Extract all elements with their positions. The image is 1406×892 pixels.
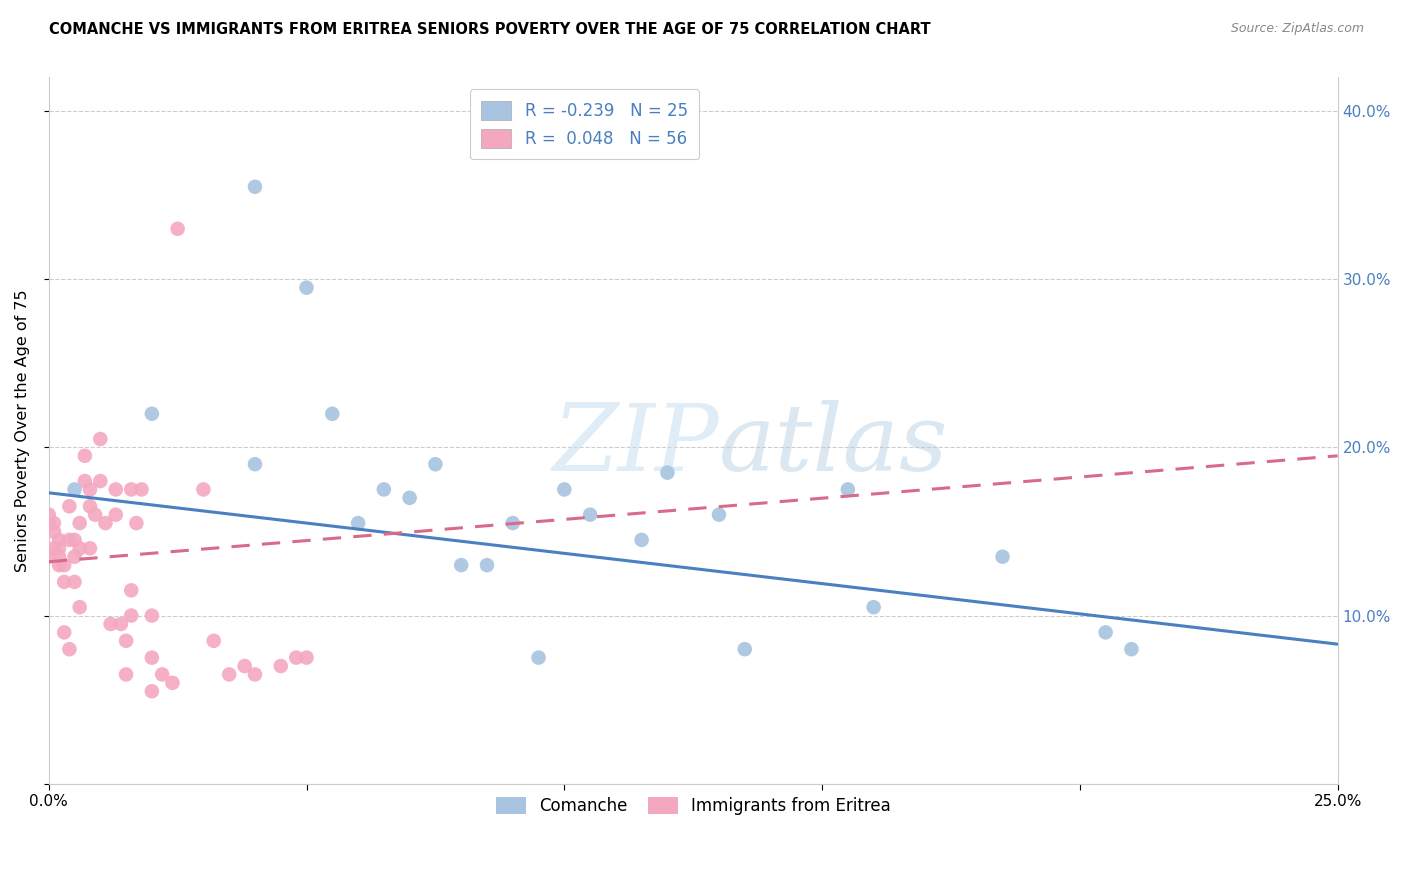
Point — [73, 449, 96, 463]
Point — [89, 432, 111, 446]
Point — [79, 500, 101, 514]
Point — [166, 221, 188, 235]
Point — [475, 558, 498, 573]
Point — [63, 483, 86, 497]
Point — [243, 179, 266, 194]
Point — [42, 541, 65, 556]
Text: ZIP: ZIP — [553, 400, 718, 490]
Point — [707, 508, 730, 522]
Point — [42, 516, 65, 530]
Point — [120, 483, 142, 497]
Legend: Comanche, Immigrants from Eritrea: Comanche, Immigrants from Eritrea — [486, 787, 901, 825]
Point — [104, 483, 127, 497]
Point — [69, 600, 91, 615]
Point — [115, 633, 138, 648]
Point — [527, 650, 550, 665]
Point — [131, 483, 153, 497]
Point — [69, 516, 91, 530]
Point — [48, 533, 70, 547]
Point — [104, 508, 127, 522]
Point — [115, 667, 138, 681]
Point — [193, 483, 215, 497]
Point — [141, 650, 163, 665]
Point — [38, 516, 60, 530]
Point — [630, 533, 652, 547]
Point — [84, 508, 107, 522]
Point — [48, 549, 70, 564]
Point — [73, 474, 96, 488]
Point — [48, 541, 70, 556]
Point — [48, 558, 70, 573]
Point — [120, 608, 142, 623]
Point — [1121, 642, 1143, 657]
Point — [42, 524, 65, 539]
Text: COMANCHE VS IMMIGRANTS FROM ERITREA SENIORS POVERTY OVER THE AGE OF 75 CORRELATI: COMANCHE VS IMMIGRANTS FROM ERITREA SENI… — [49, 22, 931, 37]
Point — [79, 483, 101, 497]
Point — [58, 533, 80, 547]
Point — [398, 491, 420, 505]
Point — [295, 650, 318, 665]
Point — [734, 642, 756, 657]
Point — [991, 549, 1014, 564]
Point — [295, 280, 318, 294]
Point — [89, 474, 111, 488]
Point — [63, 549, 86, 564]
Point — [285, 650, 308, 665]
Point — [120, 583, 142, 598]
Point — [53, 558, 76, 573]
Point — [94, 516, 117, 530]
Point — [38, 549, 60, 564]
Point — [450, 558, 472, 573]
Text: atlas: atlas — [718, 400, 949, 490]
Point — [347, 516, 370, 530]
Point — [373, 483, 395, 497]
Point — [69, 541, 91, 556]
Point — [58, 500, 80, 514]
Point — [53, 574, 76, 589]
Point — [141, 407, 163, 421]
Point — [79, 541, 101, 556]
Point — [579, 508, 602, 522]
Point — [502, 516, 524, 530]
Point — [141, 608, 163, 623]
Point — [141, 684, 163, 698]
Point — [53, 625, 76, 640]
Point — [243, 457, 266, 471]
Point — [63, 533, 86, 547]
Point — [425, 457, 447, 471]
Point — [125, 516, 148, 530]
Point — [100, 617, 122, 632]
Point — [202, 633, 225, 648]
Y-axis label: Seniors Poverty Over the Age of 75: Seniors Poverty Over the Age of 75 — [15, 289, 30, 572]
Point — [321, 407, 343, 421]
Point — [162, 676, 184, 690]
Text: Source: ZipAtlas.com: Source: ZipAtlas.com — [1230, 22, 1364, 36]
Point — [150, 667, 173, 681]
Point — [270, 659, 292, 673]
Point — [38, 508, 60, 522]
Point — [218, 667, 240, 681]
Point — [657, 466, 679, 480]
Point — [110, 617, 132, 632]
Point — [553, 483, 575, 497]
Point — [862, 600, 884, 615]
Point — [837, 483, 859, 497]
Point — [1094, 625, 1116, 640]
Point — [233, 659, 256, 673]
Point — [58, 642, 80, 657]
Point — [243, 667, 266, 681]
Point — [63, 574, 86, 589]
